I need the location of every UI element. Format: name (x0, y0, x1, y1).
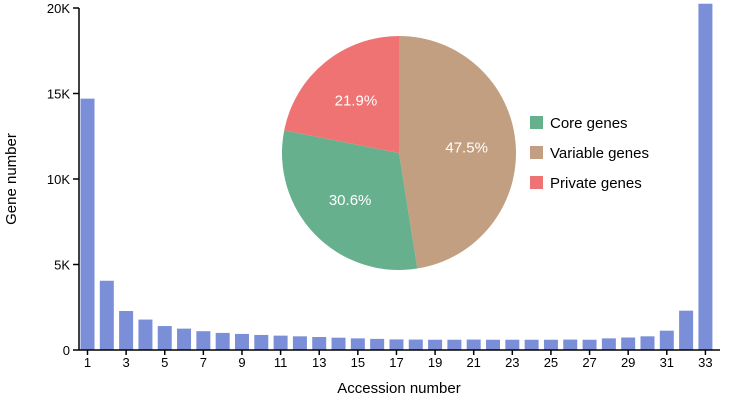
x-tick-label: 11 (274, 355, 288, 370)
bar-19 (428, 339, 443, 350)
bar-25 (543, 339, 558, 350)
y-tick-label: 10K (47, 172, 70, 187)
pie-label: 21.9% (335, 93, 378, 110)
y-tick-label: 0 (63, 343, 70, 358)
legend-swatch (530, 116, 543, 129)
x-tick-label: 23 (505, 355, 519, 370)
bar-8 (215, 332, 230, 350)
x-tick-label: 21 (466, 355, 480, 370)
pie-slice-variable-genes (399, 36, 517, 269)
legend-label: Variable genes (550, 145, 649, 162)
pie-slice-private-genes (284, 36, 399, 153)
bar-7 (196, 331, 211, 350)
x-tick-label: 9 (238, 355, 245, 370)
y-ticks: 0 5K 10K 15K 20K (47, 1, 79, 358)
legend-label: Core genes (550, 115, 628, 132)
x-tick-label: 25 (544, 355, 558, 370)
bar-23 (505, 339, 520, 350)
bar-28 (601, 338, 616, 350)
x-tick-label: 13 (312, 355, 326, 370)
bar-14 (331, 337, 346, 350)
bar-4 (138, 319, 153, 350)
pie-slice-core-genes (281, 130, 418, 271)
bar-2 (99, 280, 114, 350)
x-tick-label: 17 (389, 355, 403, 370)
bar-15 (350, 338, 365, 350)
bar-26 (563, 339, 578, 350)
x-tick-label: 27 (582, 355, 596, 370)
x-tick-label: 1 (84, 355, 91, 370)
bar-22 (486, 339, 501, 350)
bar-17 (389, 339, 404, 350)
bar-3 (119, 311, 134, 350)
bar-31 (659, 330, 674, 350)
legend-label: Private genes (550, 175, 642, 192)
bar-11 (273, 335, 288, 350)
x-tick-label: 19 (428, 355, 442, 370)
y-tick-label: 20K (47, 1, 70, 16)
bar-1 (80, 98, 95, 350)
y-tick-label: 15K (47, 87, 70, 102)
x-tick-label: 3 (123, 355, 130, 370)
bar-5 (157, 326, 172, 350)
bar-series (80, 3, 713, 351)
legend-swatch (530, 146, 543, 159)
pie-label: 30.6% (329, 192, 372, 209)
y-axis-title: Gene number (3, 133, 20, 225)
bar-33 (698, 3, 713, 350)
bar-24 (524, 339, 539, 350)
x-tick-label: 33 (698, 355, 712, 370)
bar-13 (312, 337, 327, 350)
bar-29 (621, 337, 636, 350)
bar-30 (640, 336, 655, 350)
bar-9 (234, 333, 249, 350)
bar-16 (370, 338, 385, 350)
pie-label: 47.5% (445, 140, 488, 157)
x-tick-label: 7 (200, 355, 207, 370)
x-tick-label: 29 (621, 355, 635, 370)
bar-20 (447, 339, 462, 350)
x-tick-label: 15 (351, 355, 365, 370)
bar-21 (466, 339, 481, 350)
legend: Core genes Variable genes Private genes (530, 115, 649, 192)
bar-32 (679, 310, 694, 350)
bar-27 (582, 339, 597, 350)
bar-12 (292, 336, 307, 350)
x-tick-label: 5 (161, 355, 168, 370)
pie-chart: 47.5% 30.6% 21.9% (281, 36, 517, 271)
bar-10 (254, 334, 269, 350)
bar-18 (408, 339, 423, 350)
y-tick-label: 5K (54, 258, 70, 273)
x-axis-title: Accession number (337, 380, 460, 397)
bar-6 (177, 328, 192, 351)
x-tick-label: 31 (660, 355, 674, 370)
legend-swatch (530, 176, 543, 189)
x-ticks: 1 3 5 7 9 11 13 15 17 19 21 23 25 27 29 31 33 (84, 350, 713, 370)
